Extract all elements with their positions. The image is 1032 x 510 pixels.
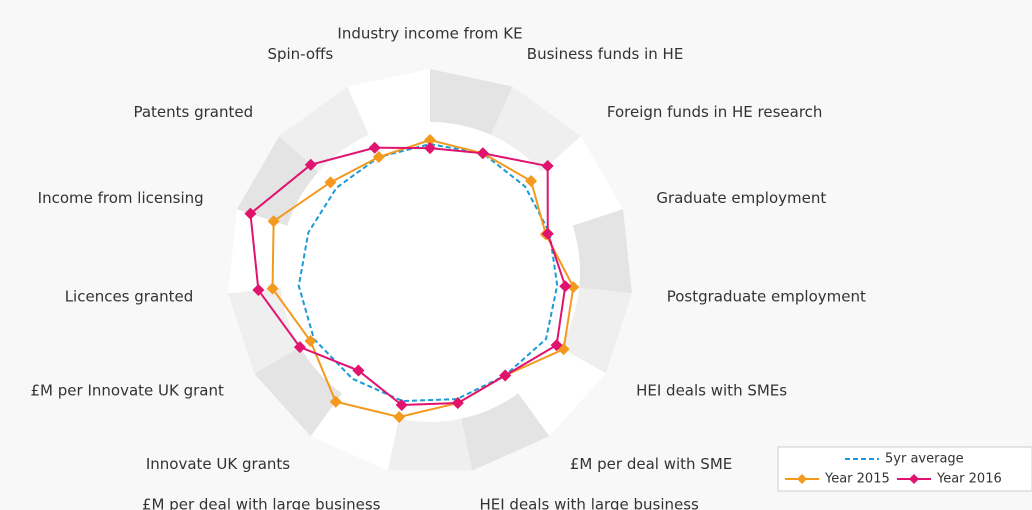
marker bbox=[352, 364, 365, 377]
axis-label: Postgraduate employment bbox=[667, 287, 866, 305]
marker bbox=[304, 158, 317, 171]
marker bbox=[541, 160, 554, 173]
axis-label: HEI deals with large business bbox=[479, 495, 699, 510]
axis-label: Spin-offs bbox=[267, 45, 333, 63]
axis-label: £M per deal with large business bbox=[142, 495, 381, 510]
legend-marker bbox=[909, 474, 919, 484]
legend-box bbox=[777, 446, 1032, 492]
marker bbox=[329, 395, 342, 408]
axis-label: £M per Innovate UK grant bbox=[31, 382, 224, 400]
radar-background bbox=[228, 69, 632, 471]
marker bbox=[525, 174, 538, 187]
marker bbox=[393, 410, 406, 423]
marker bbox=[559, 280, 572, 293]
marker bbox=[252, 284, 265, 297]
axis-label: Innovate UK grants bbox=[146, 455, 290, 473]
marker bbox=[499, 369, 512, 382]
axis-label: £M per deal with SME bbox=[570, 455, 732, 473]
marker bbox=[266, 282, 279, 295]
marker bbox=[304, 335, 317, 348]
marker bbox=[424, 134, 436, 147]
marker bbox=[372, 151, 385, 164]
marker bbox=[550, 339, 563, 352]
marker bbox=[567, 281, 580, 294]
marker bbox=[476, 147, 489, 160]
legend-label: Year 2015 bbox=[824, 472, 890, 487]
axis-label: Industry income from KE bbox=[337, 25, 522, 43]
legend-label: 5yr average bbox=[885, 452, 964, 467]
marker bbox=[293, 341, 306, 354]
legend-marker bbox=[797, 474, 807, 484]
marker bbox=[451, 397, 464, 410]
marker bbox=[424, 142, 436, 155]
axis-label: Patents granted bbox=[133, 103, 253, 121]
axis-label: HEI deals with SMEs bbox=[636, 382, 787, 400]
series-line bbox=[271, 139, 575, 418]
marker bbox=[244, 207, 257, 220]
plot bbox=[244, 134, 580, 423]
marker bbox=[324, 176, 337, 189]
axis-label: Graduate employment bbox=[656, 189, 826, 207]
legend-label: Year 2016 bbox=[936, 472, 1002, 487]
series-line bbox=[297, 143, 559, 403]
axis-label: Business funds in HE bbox=[527, 45, 684, 63]
series-line bbox=[249, 146, 567, 407]
marker bbox=[267, 215, 280, 228]
marker bbox=[395, 399, 408, 412]
marker bbox=[541, 227, 554, 240]
axis-label: Foreign funds in HE research bbox=[607, 103, 823, 121]
axis-label: Licences granted bbox=[65, 287, 194, 305]
axis-label: Income from licensing bbox=[38, 189, 204, 207]
marker bbox=[368, 141, 381, 154]
inner-circle bbox=[280, 122, 580, 422]
